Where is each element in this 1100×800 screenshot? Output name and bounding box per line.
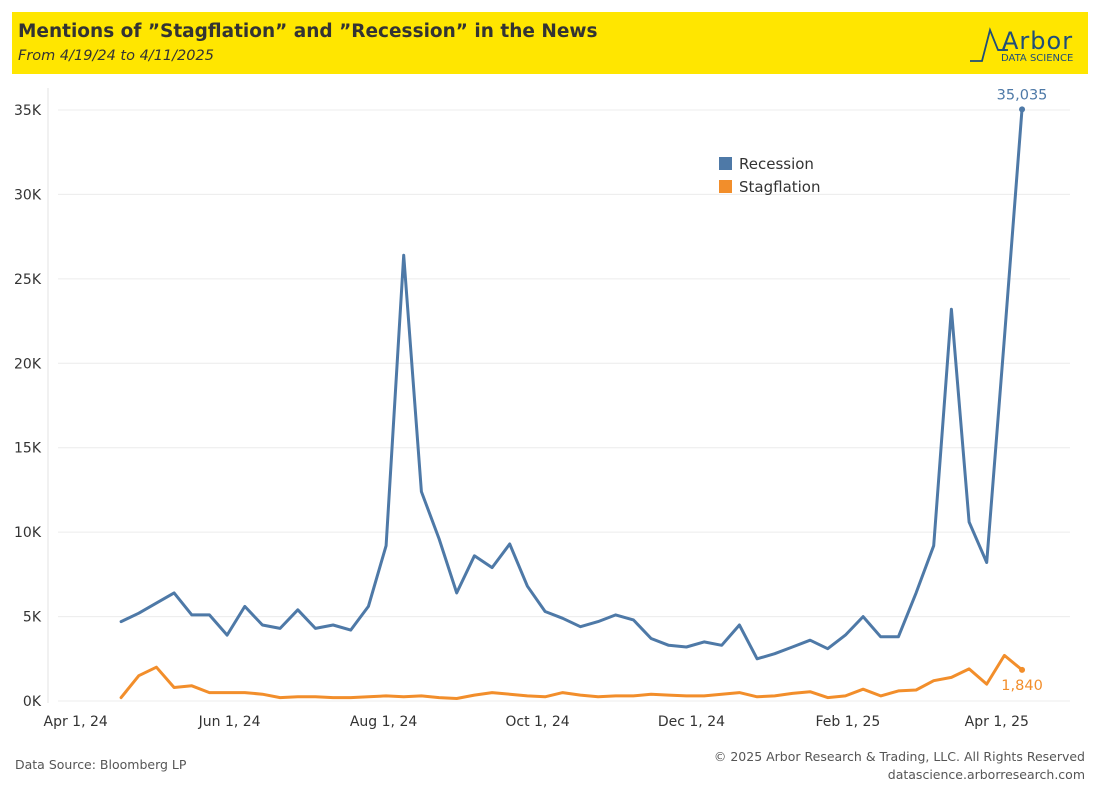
y-tick-label: 5K — [23, 610, 42, 626]
x-axis: Apr 1, 24 Jun 1, 24 Aug 1, 24 Oct 1, 24 Dec … — [44, 714, 1029, 730]
y-tick-label: 10K — [14, 525, 42, 541]
end-label-stagflation: 1,840 — [1001, 678, 1043, 694]
end-point-recession — [1019, 106, 1026, 113]
end-label-recession: 35,035 — [997, 87, 1048, 103]
y-tick-label: 25K — [14, 272, 42, 288]
logo-word: Arbor — [1002, 27, 1074, 55]
x-tick-label: Apr 1, 25 — [965, 714, 1029, 730]
copyright-block: © 2025 Arbor Research & Trading, LLC. Al… — [714, 748, 1085, 784]
legend: Recession Stagflation — [719, 155, 821, 196]
copyright-text: © 2025 Arbor Research & Trading, LLC. Al… — [713, 749, 1085, 764]
tree-icon — [970, 27, 1008, 62]
series-line-stagflation — [119, 653, 1024, 700]
end-labels: 35,035 1,840 — [997, 87, 1048, 694]
title-banner: Mentions of ”Stagflation” and ”Recession… — [12, 12, 1088, 74]
legend-swatch-stagflation — [719, 180, 732, 193]
data-source: Data Source: Bloomberg LP — [15, 757, 187, 772]
chart-subtitle: From 4/19/24 to 4/11/2025 — [18, 48, 214, 64]
series-line-recession — [119, 107, 1024, 661]
y-axis: 0K 5K 10K 15K 20K 25K 30K 35K — [14, 88, 49, 710]
y-tick-label: 0K — [23, 694, 42, 710]
x-tick-label: Oct 1, 24 — [505, 714, 569, 730]
legend-label-stagflation: Stagflation — [739, 178, 821, 196]
y-tick-label: 15K — [14, 441, 42, 457]
x-tick-label: Aug 1, 24 — [350, 714, 418, 730]
series-lines — [119, 106, 1026, 700]
x-tick-label: Dec 1, 24 — [658, 714, 725, 730]
legend-label-recession: Recession — [739, 155, 814, 173]
legend-swatch-recession — [719, 157, 732, 170]
y-tick-label: 20K — [14, 356, 42, 372]
logo-subtitle: DATA SCIENCE — [1001, 53, 1074, 64]
chart-title: Mentions of ”Stagflation” and ”Recession… — [18, 21, 598, 42]
y-tick-label: 35K — [14, 103, 42, 119]
gridlines — [58, 109, 1070, 702]
end-point-stagflation — [1019, 666, 1026, 673]
website-link[interactable]: datascience.arborresearch.com — [887, 767, 1085, 782]
x-tick-label: Feb 1, 25 — [815, 714, 880, 730]
x-tick-label: Jun 1, 24 — [198, 714, 261, 730]
x-tick-label: Apr 1, 24 — [44, 714, 108, 730]
arbor-logo: Arbor DATA SCIENCE — [968, 16, 1084, 70]
y-tick-label: 30K — [14, 187, 42, 203]
